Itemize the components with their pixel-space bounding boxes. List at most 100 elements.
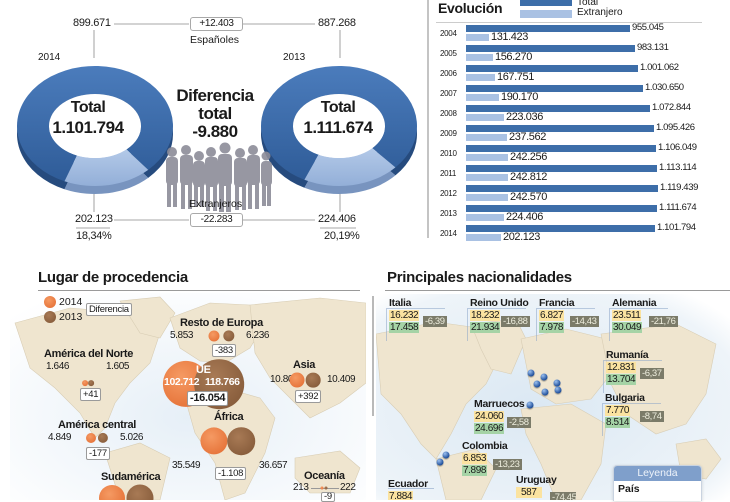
- bar-extranjero-label: 156.270: [495, 51, 532, 63]
- country-italia: Italia 16.232 17.458 -6,39: [386, 297, 449, 341]
- country-value-2013: 30.049: [612, 322, 643, 333]
- country-value-2013: 7.898: [462, 465, 488, 476]
- espanoles-2013-value: 887.268: [318, 17, 356, 29]
- region-sudamerica-bubble-2014: [99, 485, 125, 500]
- bar-total: [466, 85, 643, 92]
- country-value-2014: 7.770: [605, 405, 631, 416]
- country-francia: Francia 6.827 7.978 -14,43: [536, 297, 599, 341]
- bar-extranjero-label: 167.751: [497, 71, 534, 83]
- donut-2013: [260, 66, 417, 194]
- bar-extranjero: [466, 194, 508, 201]
- region-africa-bubble-2013: [227, 427, 255, 455]
- bar-total-label: 1.030.650: [645, 82, 684, 93]
- donut-2014-total-value: 1.101.794: [52, 118, 124, 137]
- bar-extranjero: [466, 234, 501, 241]
- bar-extranjero-label: 237.562: [509, 131, 546, 143]
- region-america-norte-diff: +41: [80, 388, 102, 401]
- country-diff: -74,45: [550, 492, 576, 500]
- extranjeros-2014-pct: 18,34%: [76, 230, 112, 242]
- map-pin-icon: [540, 373, 548, 381]
- region-asia-2013: 10.409: [327, 374, 356, 385]
- region-america-central-2014: 4.849: [48, 432, 72, 443]
- bar-year-label: 2005: [440, 49, 457, 58]
- country-value-2014: 6.853: [462, 453, 488, 464]
- extranjeros-2013-pct: 20,19%: [324, 230, 360, 242]
- leyenda-title: Leyenda: [614, 466, 701, 481]
- bar-total: [466, 125, 654, 132]
- country-value-2014: 18.232: [470, 310, 501, 321]
- region-resto-europa-2013: 6.236: [246, 330, 270, 341]
- region-resto-europa-diff: -383: [212, 344, 236, 357]
- bar-year-label: 2010: [440, 149, 457, 158]
- country-diff: -16,88: [501, 316, 530, 327]
- donut-2014-year: 2014: [38, 52, 61, 63]
- region-america-central-bubble-2013: [97, 432, 109, 444]
- bar-extranjero-label: 202.123: [503, 231, 540, 243]
- donut-2013-total-label: Total: [320, 99, 356, 116]
- country-name: Alemania: [612, 297, 657, 309]
- region-resto-europa-bubble-2014: [208, 330, 220, 342]
- espanoles-label: Españoles: [190, 34, 240, 46]
- donut-slice-espanoles: [17, 66, 173, 182]
- map-pin-icon: [554, 386, 562, 394]
- bar-total-label: 1.113.114: [659, 162, 697, 173]
- bar-total: [466, 205, 657, 212]
- region-africa-bubble-2014: [200, 427, 228, 455]
- country-marruecos: Marruecos 24.060 24.696 -2,58: [474, 398, 534, 442]
- region-america-central-diff: -177: [86, 447, 110, 460]
- region-sudamerica-name: Sudamérica: [101, 471, 161, 483]
- bar-year-label: 2012: [440, 189, 457, 198]
- bar-total: [466, 45, 635, 52]
- donut-slice-extranjeros: [304, 148, 396, 186]
- country-value-2014: 6.827: [539, 310, 565, 321]
- map-pin-icon: [527, 369, 535, 377]
- country-value-2013: 13.704: [606, 374, 637, 385]
- region-america-norte-bubble-2014: [82, 380, 88, 386]
- region-sudamerica-bubble-2013: [126, 484, 154, 500]
- bar-extranjero: [466, 74, 495, 81]
- country-name: Ecuador: [388, 478, 428, 490]
- country-uruguay: Uruguay 587 -74,45: [516, 474, 576, 500]
- donut-slice-espanoles: [260, 66, 417, 180]
- region-ue-2014: 102.712: [164, 376, 200, 388]
- region-oceania-bubble-2013: [324, 486, 328, 490]
- map-pin-icon: [533, 380, 541, 388]
- region-oceania-2013: 222: [340, 482, 356, 493]
- bar-extranjero-label: 131.423: [491, 31, 528, 43]
- region-ue-2013: 118.766: [205, 376, 240, 388]
- country-name: Bulgaria: [605, 392, 645, 404]
- bar-extranjero-label: 242.570: [510, 191, 547, 203]
- people-silhouettes-icon: [166, 142, 272, 212]
- bar-total-label: 1.101.794: [657, 222, 696, 233]
- region-africa-2013: 36.657: [259, 460, 288, 471]
- country-value-2014: 587: [516, 487, 542, 498]
- bar-year-label: 2013: [440, 209, 457, 218]
- country-name: Italia: [389, 297, 412, 309]
- bar-extranjero-label: 242.812: [510, 171, 547, 183]
- legend-2014-label: 2014: [59, 296, 83, 308]
- bar-total: [466, 25, 630, 32]
- bar-extranjero-label: 224.406: [506, 211, 543, 223]
- bottom-divider: [372, 296, 374, 416]
- country-value-2013: 7.978: [539, 322, 565, 333]
- region-resto-europa-name: Resto de Europa: [180, 317, 263, 329]
- region-america-norte-2013: 1.605: [106, 361, 130, 372]
- country-value-2013: 24.696: [474, 423, 505, 434]
- country-value-2014: 24.060: [474, 411, 505, 422]
- bar-year-label: 2009: [440, 129, 457, 138]
- country-name: Reino Unido: [470, 297, 529, 309]
- donut-hole: [49, 94, 141, 158]
- region-oceania-bubble-2014: [320, 486, 324, 490]
- bar-total: [466, 105, 650, 112]
- region-africa-name: África: [214, 411, 244, 423]
- leyenda-pais-label: País: [618, 483, 640, 495]
- bar-year-label: 2006: [440, 69, 457, 78]
- bar-total: [466, 65, 638, 72]
- region-america-central-bubble-2014: [85, 432, 97, 444]
- espanoles-2014-value: 899.671: [73, 17, 111, 29]
- extranjeros-2014-value: 202.123: [75, 213, 113, 225]
- country-diff: -6,39: [423, 316, 447, 327]
- legend-total-swatch: [520, 0, 572, 6]
- bar-extranjero: [466, 54, 493, 61]
- region-america-central-name: América central: [58, 419, 137, 431]
